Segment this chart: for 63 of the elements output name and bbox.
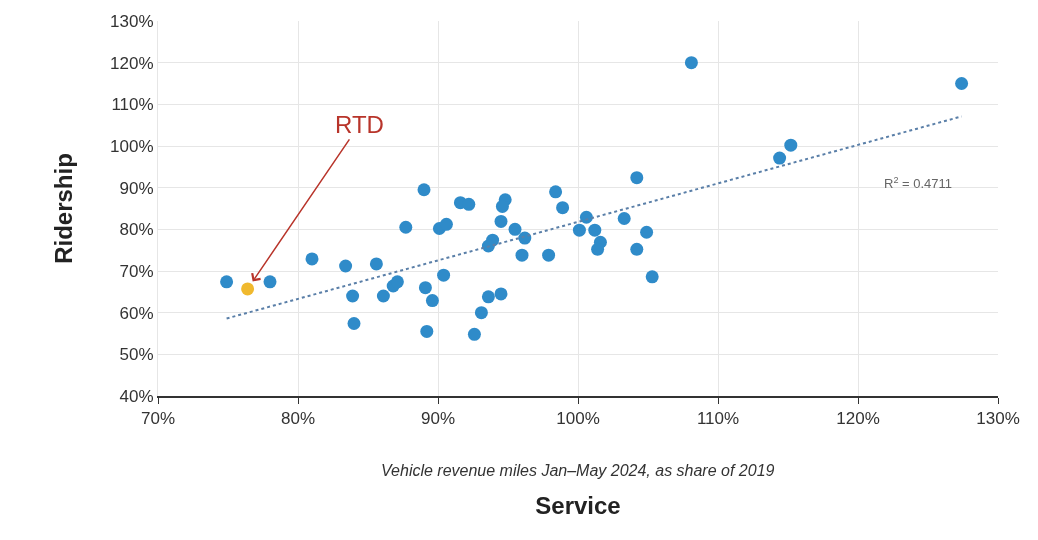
point bbox=[495, 199, 509, 213]
point bbox=[418, 281, 432, 295]
x-axis-title: Service bbox=[535, 492, 621, 520]
point bbox=[420, 324, 434, 338]
point bbox=[556, 201, 570, 215]
point bbox=[467, 327, 481, 341]
annotation: RTD bbox=[335, 111, 384, 138]
y-axis-title: Ridership bbox=[50, 153, 78, 264]
x-tick-label: 70% bbox=[140, 409, 176, 429]
point bbox=[462, 197, 476, 211]
y-tick-label: 50% bbox=[119, 345, 154, 365]
point bbox=[399, 220, 413, 234]
point bbox=[481, 290, 495, 304]
point bbox=[542, 248, 556, 262]
point bbox=[630, 242, 644, 256]
point bbox=[773, 151, 787, 165]
y-tick-label: 90% bbox=[119, 178, 154, 198]
point bbox=[494, 287, 508, 301]
point bbox=[630, 171, 644, 185]
x-tick-label: 120% bbox=[836, 409, 880, 429]
point bbox=[346, 289, 360, 303]
point bbox=[241, 282, 255, 296]
x-tick-label: 90% bbox=[420, 409, 456, 429]
point bbox=[417, 183, 431, 197]
y-tick-label: 100% bbox=[110, 136, 154, 156]
point bbox=[784, 138, 798, 152]
point bbox=[617, 212, 631, 225]
point bbox=[425, 294, 439, 308]
point bbox=[439, 217, 453, 231]
y-tick-label: 40% bbox=[119, 386, 154, 406]
x-tick-label: 130% bbox=[976, 409, 1020, 429]
y-tick-label: 70% bbox=[119, 261, 154, 281]
point bbox=[508, 222, 522, 236]
x-tick-label: 80% bbox=[280, 409, 316, 429]
point bbox=[376, 289, 390, 303]
y-tick-label: 60% bbox=[119, 303, 154, 323]
x-tick-label: 110% bbox=[696, 409, 740, 429]
point bbox=[588, 223, 602, 237]
point bbox=[339, 259, 353, 273]
point bbox=[640, 225, 654, 239]
point bbox=[955, 77, 969, 90]
y-tick-label: 130% bbox=[110, 11, 154, 31]
point bbox=[684, 56, 698, 70]
point bbox=[591, 242, 605, 256]
y-tick-label: 110% bbox=[111, 95, 154, 115]
point bbox=[645, 270, 659, 284]
point bbox=[515, 248, 529, 262]
point bbox=[263, 275, 277, 289]
text: Vehicle revenue miles Jan–May 2024, as share of 2019 bbox=[381, 462, 775, 479]
point bbox=[437, 268, 451, 282]
point bbox=[549, 185, 563, 199]
point bbox=[220, 275, 234, 289]
y-tick-label: 120% bbox=[110, 53, 154, 73]
point bbox=[474, 306, 488, 320]
point bbox=[347, 317, 361, 330]
point bbox=[390, 275, 404, 289]
y-tick-label: 80% bbox=[119, 220, 154, 240]
x-tick-label: 100% bbox=[556, 409, 600, 429]
annotation: R$^{2}$ = 0.4711 bbox=[884, 175, 953, 192]
point bbox=[369, 257, 383, 271]
point bbox=[572, 223, 586, 237]
point bbox=[494, 214, 508, 228]
point bbox=[305, 252, 319, 266]
